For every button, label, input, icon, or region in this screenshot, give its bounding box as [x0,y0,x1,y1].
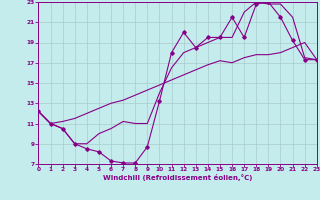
X-axis label: Windchill (Refroidissement éolien,°C): Windchill (Refroidissement éolien,°C) [103,174,252,181]
